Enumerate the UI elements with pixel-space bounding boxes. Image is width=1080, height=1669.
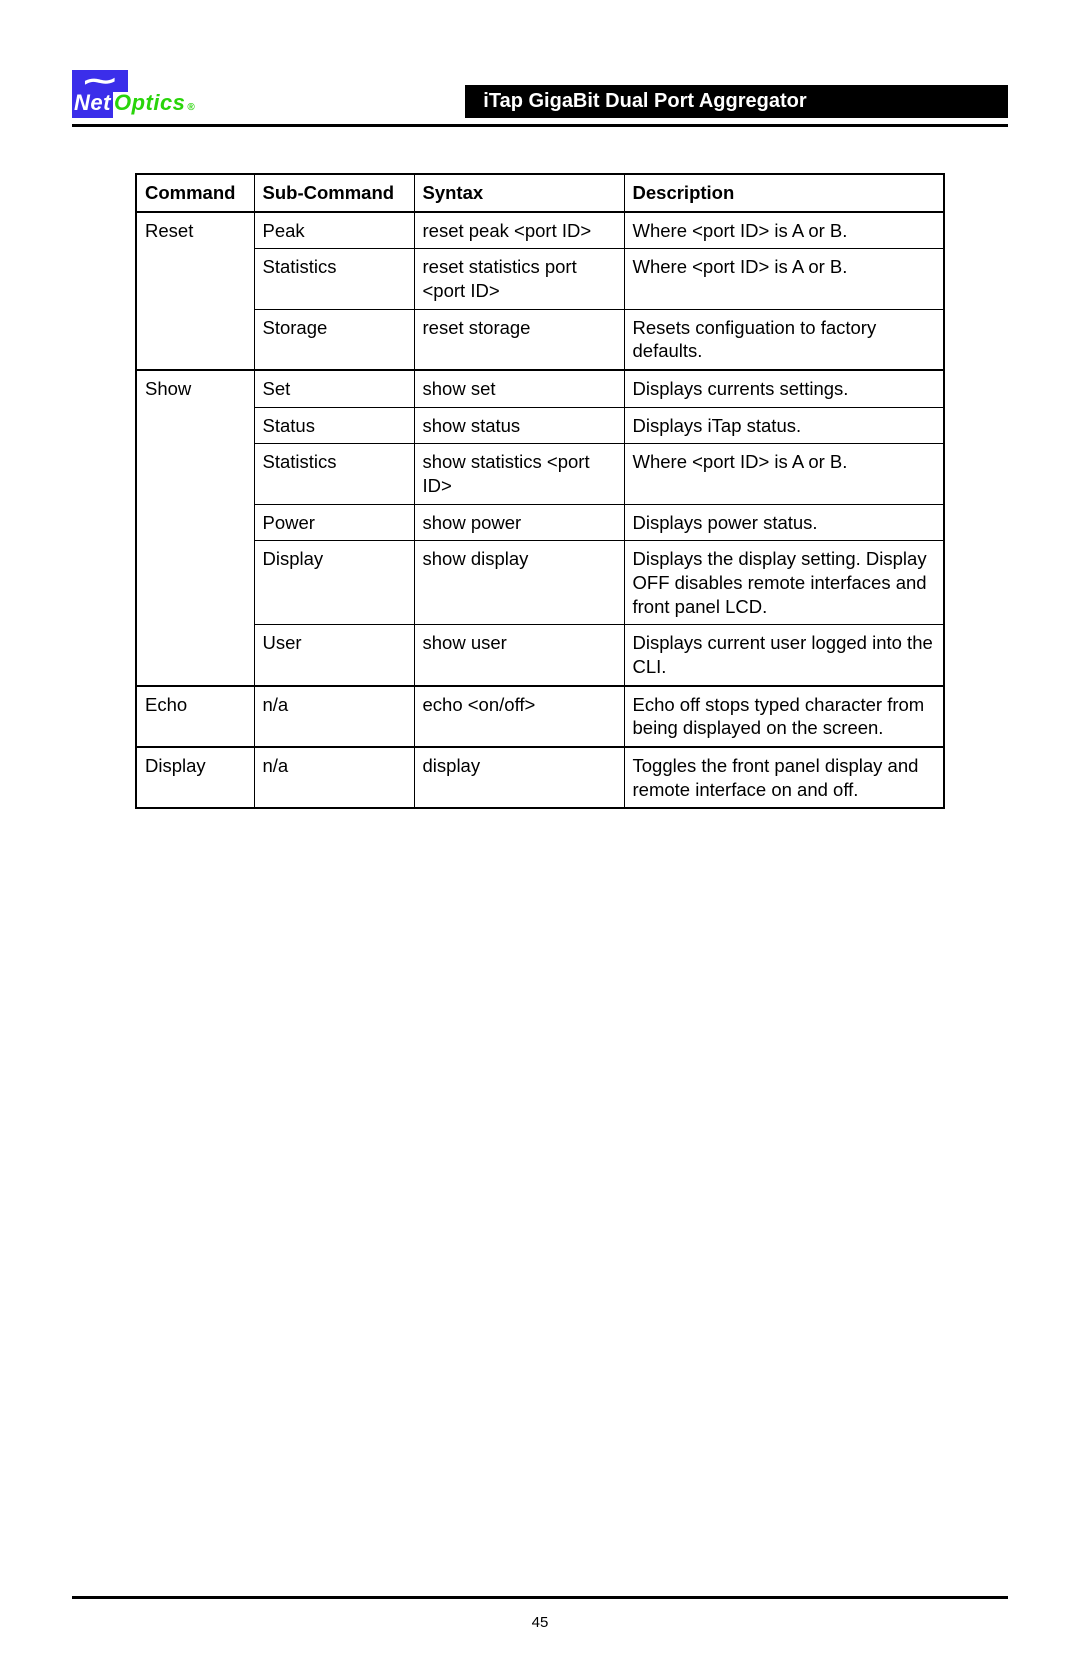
table-row: Displayn/adisplayToggles the front panel… bbox=[136, 747, 944, 808]
cell-command: Display bbox=[136, 747, 254, 808]
table-row: Powershow powerDisplays power status. bbox=[136, 504, 944, 541]
cell-description: Where <port ID> is A or B. bbox=[624, 212, 944, 249]
cell-description: Where <port ID> is A or B. bbox=[624, 249, 944, 309]
command-table: Command Sub-Command Syntax Description R… bbox=[135, 173, 945, 809]
table-header: Command Sub-Command Syntax Description bbox=[136, 174, 944, 212]
page-title: iTap GigaBit Dual Port Aggregator bbox=[465, 85, 1008, 118]
cell-subcommand: Power bbox=[254, 504, 414, 541]
table-row: Displayshow displayDisplays the display … bbox=[136, 541, 944, 625]
cell-subcommand: Storage bbox=[254, 309, 414, 370]
cell-syntax: reset peak <port ID> bbox=[414, 212, 624, 249]
footer-divider bbox=[72, 1596, 1008, 1599]
netoptics-logo: ∼ NetOptics® bbox=[72, 70, 195, 118]
cell-description: Echo off stops typed character from bein… bbox=[624, 686, 944, 747]
page: ∼ NetOptics® iTap GigaBit Dual Port Aggr… bbox=[0, 0, 1080, 1669]
cell-subcommand: n/a bbox=[254, 686, 414, 747]
table-header-row: Command Sub-Command Syntax Description bbox=[136, 174, 944, 212]
cell-command: Show bbox=[136, 370, 254, 686]
cell-subcommand: Display bbox=[254, 541, 414, 625]
cell-description: Toggles the front panel display and remo… bbox=[624, 747, 944, 808]
cell-syntax: echo <on/off> bbox=[414, 686, 624, 747]
cell-syntax: show power bbox=[414, 504, 624, 541]
cell-subcommand: Statistics bbox=[254, 444, 414, 504]
cell-subcommand: Statistics bbox=[254, 249, 414, 309]
table-row: Statisticsshow statistics <port ID>Where… bbox=[136, 444, 944, 504]
cell-subcommand: Set bbox=[254, 370, 414, 407]
table-row: Statusshow statusDisplays iTap status. bbox=[136, 407, 944, 444]
cell-description: Where <port ID> is A or B. bbox=[624, 444, 944, 504]
tilde-glyph: ∼ bbox=[81, 67, 119, 95]
cell-syntax: reset storage bbox=[414, 309, 624, 370]
cell-command: Reset bbox=[136, 212, 254, 370]
cell-syntax: show display bbox=[414, 541, 624, 625]
cell-subcommand: Status bbox=[254, 407, 414, 444]
logo-registered: ® bbox=[187, 102, 195, 113]
cell-description: Displays the display setting. Display OF… bbox=[624, 541, 944, 625]
cell-description: Displays currents settings. bbox=[624, 370, 944, 407]
cell-syntax: show status bbox=[414, 407, 624, 444]
cell-syntax: show set bbox=[414, 370, 624, 407]
table-row: Echon/aecho <on/off>Echo off stops typed… bbox=[136, 686, 944, 747]
cell-description: Displays current user logged into the CL… bbox=[624, 625, 944, 686]
cell-syntax: show user bbox=[414, 625, 624, 686]
logo-optics: Optics bbox=[114, 90, 185, 116]
page-number: 45 bbox=[0, 1614, 1080, 1631]
col-syntax: Syntax bbox=[414, 174, 624, 212]
cell-subcommand: User bbox=[254, 625, 414, 686]
cell-description: Displays power status. bbox=[624, 504, 944, 541]
cell-description: Resets configuation to factory defaults. bbox=[624, 309, 944, 370]
cell-syntax: display bbox=[414, 747, 624, 808]
cell-subcommand: Peak bbox=[254, 212, 414, 249]
col-subcommand: Sub-Command bbox=[254, 174, 414, 212]
col-command: Command bbox=[136, 174, 254, 212]
table-row: Usershow userDisplays current user logge… bbox=[136, 625, 944, 686]
logo-tilde-icon: ∼ bbox=[72, 70, 128, 92]
table-body: ResetPeakreset peak <port ID>Where <port… bbox=[136, 212, 944, 809]
cell-subcommand: n/a bbox=[254, 747, 414, 808]
table-row: ShowSetshow setDisplays currents setting… bbox=[136, 370, 944, 407]
cell-syntax: reset statistics port <port ID> bbox=[414, 249, 624, 309]
page-header: ∼ NetOptics® iTap GigaBit Dual Port Aggr… bbox=[72, 70, 1008, 118]
cell-description: Displays iTap status. bbox=[624, 407, 944, 444]
table-row: ResetPeakreset peak <port ID>Where <port… bbox=[136, 212, 944, 249]
col-description: Description bbox=[624, 174, 944, 212]
cell-command: Echo bbox=[136, 686, 254, 747]
table-row: Storagereset storageResets configuation … bbox=[136, 309, 944, 370]
table-row: Statisticsreset statistics port <port ID… bbox=[136, 249, 944, 309]
header-divider bbox=[72, 124, 1008, 127]
cell-syntax: show statistics <port ID> bbox=[414, 444, 624, 504]
